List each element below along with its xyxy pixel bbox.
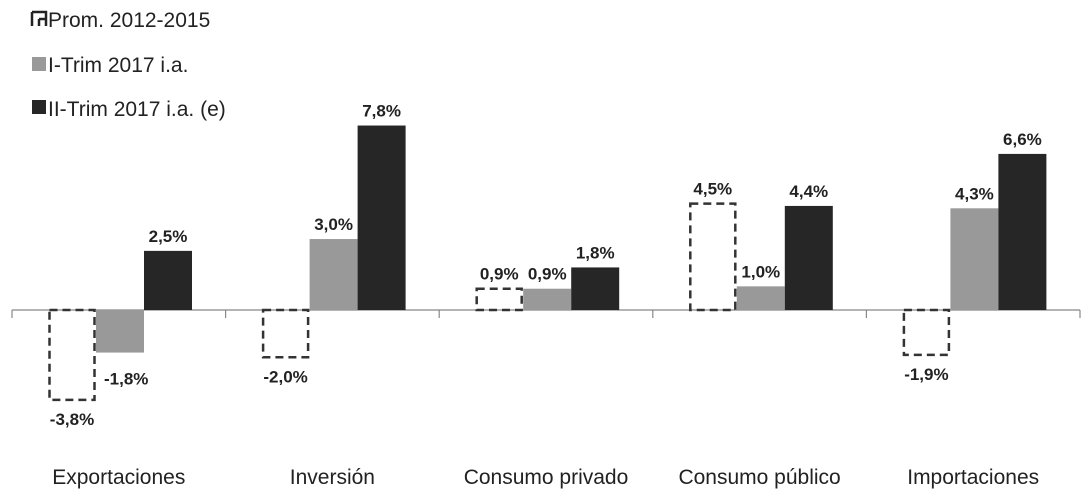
bar-series-0	[261, 308, 310, 359]
data-label: 0,9%	[480, 265, 519, 284]
category-label: Consumo público	[678, 466, 840, 489]
data-label: -1,9%	[904, 365, 948, 384]
legend-label-series-0: Prom. 2012-2015	[48, 9, 210, 32]
bar-series-0	[902, 308, 951, 357]
data-label: 7,8%	[362, 102, 401, 121]
category-label: Exportaciones	[52, 466, 185, 489]
data-label: 4,4%	[789, 182, 828, 201]
data-label: -2,0%	[263, 367, 307, 386]
bar-series-1	[523, 288, 572, 310]
data-label: 4,3%	[955, 184, 994, 203]
category-label: Importaciones	[907, 466, 1039, 489]
data-label: 2,5%	[149, 227, 188, 246]
bar-series-1	[950, 208, 999, 310]
bar-series-2	[571, 267, 620, 310]
legend-label-series-2: II-Trim 2017 i.a. (e)	[48, 98, 226, 121]
bar-series-2	[357, 125, 406, 310]
dashed-square-icon	[30, 10, 48, 26]
category-label: Inversión	[290, 466, 375, 489]
bar-series-0	[689, 202, 737, 312]
chart-legend: Prom. 2012-2015 I-Trim 2017 i.a. II-Trim…	[30, 9, 226, 121]
bar-series-1	[736, 286, 785, 310]
bar-series-0	[48, 308, 96, 402]
data-label: 6,6%	[1003, 130, 1042, 149]
bar-series-2	[144, 250, 192, 310]
bar-series-1	[96, 310, 144, 353]
data-label: 1,8%	[576, 243, 615, 262]
data-label: 0,9%	[528, 265, 567, 284]
legend-swatch-series-2	[32, 100, 46, 114]
bar-series-1	[309, 239, 358, 310]
legend-label-series-1: I-Trim 2017 i.a.	[48, 54, 188, 77]
data-label: -3,8%	[50, 410, 94, 429]
data-label: 3,0%	[314, 215, 353, 234]
plot-area: -3,8% -1,8% 2,5% Exportaciones -2,0% 3,0% 7,8%…	[11, 102, 1081, 489]
legend-item-prom-2012-2015: Prom. 2012-2015	[30, 9, 210, 32]
data-label: -1,8%	[104, 370, 148, 389]
bar-series-0	[475, 287, 523, 312]
bar-series-2	[998, 153, 1047, 310]
legend-item-ii-trim-2017: II-Trim 2017 i.a. (e)	[32, 98, 226, 121]
legend-item-i-trim-2017: I-Trim 2017 i.a.	[32, 54, 188, 77]
bar-series-2	[784, 205, 833, 310]
category-label: Consumo privado	[464, 466, 629, 489]
legend-swatch-series-1	[32, 57, 46, 71]
data-label: 4,5%	[693, 180, 732, 199]
data-label: 1,0%	[741, 262, 780, 281]
